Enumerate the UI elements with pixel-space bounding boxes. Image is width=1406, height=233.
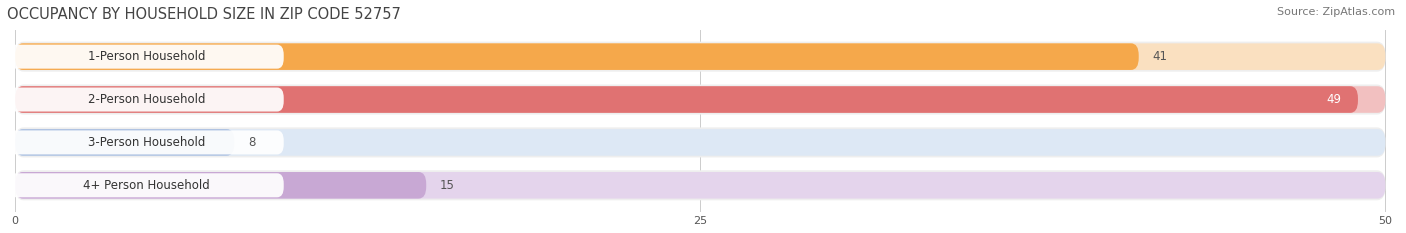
FancyBboxPatch shape [15, 127, 1385, 158]
FancyBboxPatch shape [15, 172, 1385, 199]
Text: 8: 8 [247, 136, 256, 149]
FancyBboxPatch shape [15, 86, 1385, 113]
Text: 41: 41 [1153, 50, 1167, 63]
FancyBboxPatch shape [15, 172, 426, 199]
Text: 15: 15 [440, 179, 454, 192]
FancyBboxPatch shape [15, 129, 1385, 156]
FancyBboxPatch shape [15, 43, 1385, 70]
FancyBboxPatch shape [15, 85, 1385, 115]
FancyBboxPatch shape [15, 43, 1139, 70]
Text: OCCUPANCY BY HOUSEHOLD SIZE IN ZIP CODE 52757: OCCUPANCY BY HOUSEHOLD SIZE IN ZIP CODE … [7, 7, 401, 22]
Text: 3-Person Household: 3-Person Household [89, 136, 205, 149]
FancyBboxPatch shape [15, 86, 1358, 113]
FancyBboxPatch shape [10, 173, 284, 197]
FancyBboxPatch shape [10, 130, 284, 154]
FancyBboxPatch shape [15, 170, 1385, 200]
Text: 1-Person Household: 1-Person Household [89, 50, 205, 63]
Text: 2-Person Household: 2-Person Household [89, 93, 205, 106]
Text: 49: 49 [1326, 93, 1341, 106]
FancyBboxPatch shape [10, 45, 284, 69]
FancyBboxPatch shape [15, 42, 1385, 72]
FancyBboxPatch shape [15, 129, 235, 156]
FancyBboxPatch shape [10, 88, 284, 112]
Text: Source: ZipAtlas.com: Source: ZipAtlas.com [1277, 7, 1395, 17]
Text: 4+ Person Household: 4+ Person Household [83, 179, 209, 192]
